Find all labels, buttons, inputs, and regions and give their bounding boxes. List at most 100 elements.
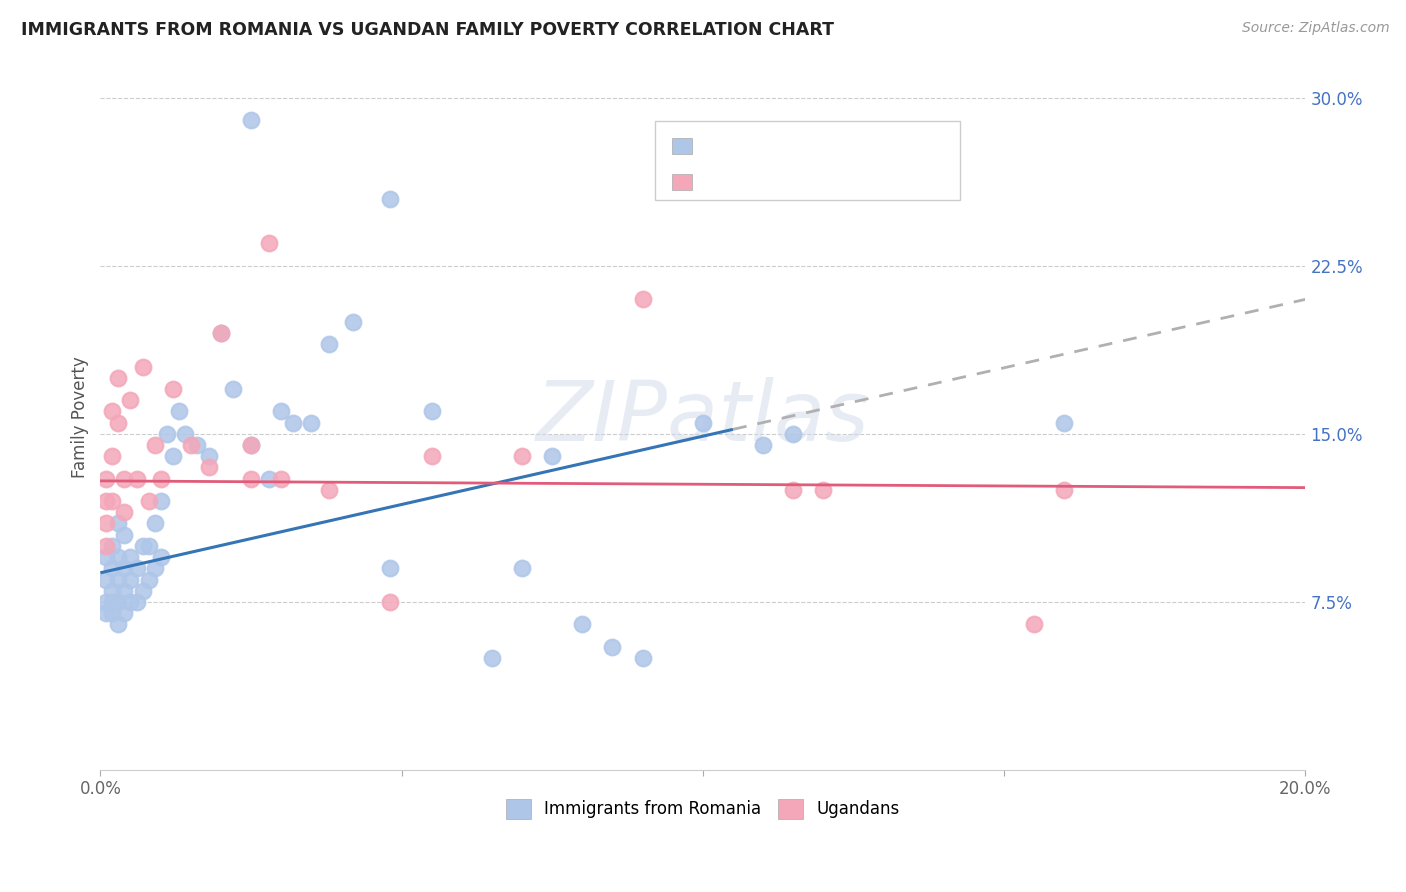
Point	[96, 606, 118, 620]
Point	[96, 516, 118, 531]
Point	[96, 472, 118, 486]
Point	[782, 483, 804, 497]
Point	[96, 573, 118, 587]
Point	[101, 583, 124, 598]
Point	[167, 404, 190, 418]
Point	[162, 449, 184, 463]
Text: R =  0.283   N = 61: R = 0.283 N = 61	[703, 137, 880, 155]
Point	[209, 326, 232, 340]
Point	[318, 483, 340, 497]
Point	[143, 438, 166, 452]
Point	[222, 382, 245, 396]
Point	[156, 426, 179, 441]
Point	[138, 494, 160, 508]
Point	[481, 651, 503, 665]
Point	[120, 595, 142, 609]
Point	[283, 416, 305, 430]
Point	[1053, 416, 1076, 430]
Text: ZIPatlas: ZIPatlas	[536, 376, 870, 458]
Point	[125, 595, 148, 609]
Point	[240, 438, 263, 452]
Point	[120, 393, 142, 408]
Point	[96, 595, 118, 609]
Point	[209, 326, 232, 340]
Point	[107, 617, 129, 632]
Point	[114, 583, 136, 598]
Point	[120, 550, 142, 565]
Point	[198, 460, 221, 475]
Point	[101, 606, 124, 620]
Point	[162, 382, 184, 396]
Point	[101, 561, 124, 575]
Point	[782, 426, 804, 441]
Point	[692, 416, 714, 430]
Point	[107, 516, 129, 531]
Point	[299, 416, 322, 430]
Point	[96, 494, 118, 508]
Point	[131, 539, 153, 553]
Point	[101, 404, 124, 418]
Point	[149, 472, 172, 486]
Point	[107, 573, 129, 587]
Point	[114, 606, 136, 620]
Point	[173, 426, 195, 441]
Point	[752, 438, 775, 452]
Point	[240, 472, 263, 486]
Point	[131, 359, 153, 374]
Point	[378, 595, 401, 609]
Point	[107, 595, 129, 609]
Y-axis label: Family Poverty: Family Poverty	[72, 356, 89, 478]
Point	[138, 573, 160, 587]
Point	[120, 573, 142, 587]
Point	[114, 472, 136, 486]
Point	[257, 236, 280, 251]
Text: R = -0.010   N = 34: R = -0.010 N = 34	[703, 173, 880, 192]
Legend: Immigrants from Romania, Ugandans: Immigrants from Romania, Ugandans	[499, 793, 907, 825]
Point	[114, 561, 136, 575]
Point	[1053, 483, 1076, 497]
Point	[149, 550, 172, 565]
Point	[96, 539, 118, 553]
Point	[318, 337, 340, 351]
Point	[342, 315, 364, 329]
Text: IMMIGRANTS FROM ROMANIA VS UGANDAN FAMILY POVERTY CORRELATION CHART: IMMIGRANTS FROM ROMANIA VS UGANDAN FAMIL…	[21, 21, 834, 38]
Point	[101, 595, 124, 609]
Point	[198, 449, 221, 463]
Point	[138, 539, 160, 553]
Point	[631, 293, 654, 307]
Text: Source: ZipAtlas.com: Source: ZipAtlas.com	[1241, 21, 1389, 35]
Point	[125, 472, 148, 486]
Point	[541, 449, 564, 463]
Point	[101, 539, 124, 553]
Point	[631, 651, 654, 665]
Point	[101, 449, 124, 463]
Point	[1024, 617, 1046, 632]
Point	[107, 371, 129, 385]
Point	[101, 494, 124, 508]
Point	[186, 438, 208, 452]
Point	[114, 505, 136, 519]
Point	[257, 472, 280, 486]
Point	[114, 527, 136, 541]
Point	[240, 438, 263, 452]
Point	[107, 550, 129, 565]
Point	[510, 561, 533, 575]
Point	[378, 561, 401, 575]
Point	[270, 472, 292, 486]
Point	[571, 617, 593, 632]
Point	[125, 561, 148, 575]
Point	[149, 494, 172, 508]
Point	[270, 404, 292, 418]
Point	[378, 192, 401, 206]
Point	[143, 516, 166, 531]
Point	[420, 449, 443, 463]
Point	[96, 550, 118, 565]
Point	[420, 404, 443, 418]
Point	[143, 561, 166, 575]
Point	[240, 113, 263, 128]
Point	[131, 583, 153, 598]
Point	[180, 438, 202, 452]
Point	[813, 483, 835, 497]
Point	[602, 640, 624, 654]
Point	[510, 449, 533, 463]
